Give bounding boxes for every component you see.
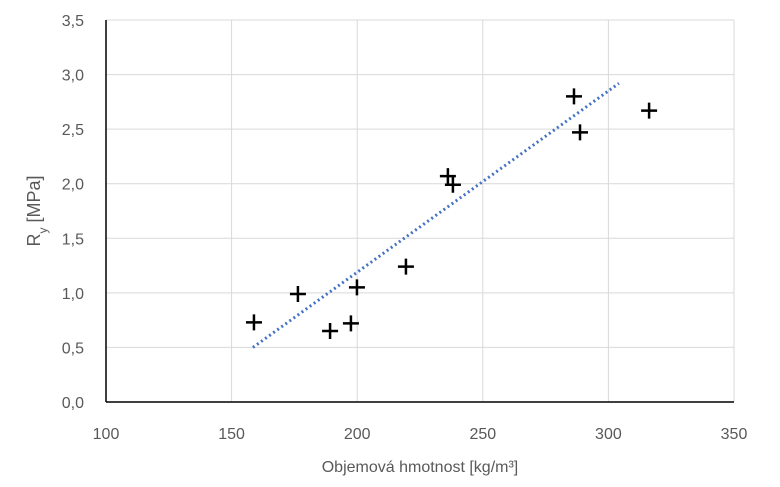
x-tick-label: 350 [721, 426, 748, 443]
point [444, 176, 461, 193]
x-tick-label: 300 [595, 426, 622, 443]
point [572, 124, 589, 141]
point [289, 285, 306, 302]
y-label-rest: [MPa] [24, 175, 44, 227]
point [641, 102, 658, 119]
point [565, 88, 582, 105]
point [397, 258, 414, 275]
point [342, 315, 359, 332]
x-tick-label: 200 [344, 426, 371, 443]
point [348, 279, 365, 296]
point [245, 314, 262, 331]
point [439, 168, 456, 185]
y-tick-label: 0,5 [62, 340, 84, 357]
y-tick-label: 2,0 [62, 177, 84, 194]
x-tick-label: 100 [93, 426, 120, 443]
y-label-sub: y [36, 228, 50, 234]
y-tick-label: 0,0 [62, 395, 84, 412]
x-tick-label: 150 [218, 426, 245, 443]
y-tick-label: 3,0 [62, 68, 84, 85]
trendline [252, 82, 620, 349]
point [322, 323, 339, 340]
y-label-main: R [24, 234, 44, 247]
x-axis-label: Objemová hmotnost [kg/m³] [322, 459, 519, 476]
y-tick-label: 1,0 [62, 286, 84, 303]
y-tick-label: 3,5 [62, 13, 84, 30]
y-tick-label: 2,5 [62, 122, 84, 139]
y-axis-label: Ry [MPa] [24, 175, 50, 246]
y-tick-label: 1,5 [62, 231, 84, 248]
x-tick-label: 250 [469, 426, 496, 443]
